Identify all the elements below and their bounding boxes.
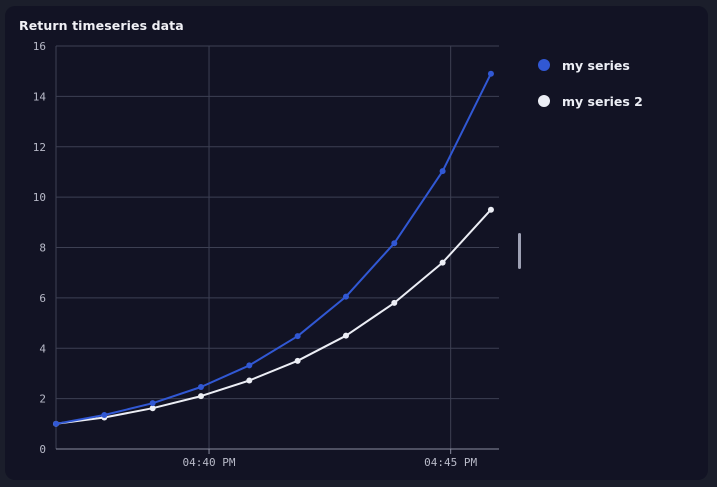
y-tick-label-12: 12 [33, 141, 46, 154]
series-1-point-6 [294, 333, 301, 340]
legend: my series my series 2 [538, 56, 698, 128]
y-tick-label-6: 6 [39, 292, 46, 305]
legend-label-my-series-2: my series 2 [562, 93, 643, 109]
series-2-point-8 [391, 299, 398, 306]
legend-item-my-series-2[interactable]: my series 2 [538, 92, 698, 110]
y-tick-label-0: 0 [39, 443, 46, 456]
legend-swatch-my-series-2 [538, 95, 550, 107]
series-1-point-2 [101, 411, 108, 418]
series-1-point-7 [342, 293, 349, 300]
y-tick-label-2: 2 [39, 393, 46, 406]
panel-title: Return timeseries data [19, 18, 184, 33]
y-tick-label-10: 10 [33, 191, 46, 204]
y-tick-label-16: 16 [33, 40, 46, 53]
series-1-point-10 [487, 70, 494, 77]
series-2-point-10 [487, 206, 494, 213]
legend-item-my-series[interactable]: my series [538, 56, 698, 74]
series-2-line [55, 208, 492, 425]
x-tick-label-0: 04:40 PM [183, 456, 236, 469]
series-1-point-9 [439, 168, 446, 175]
y-tick-label-14: 14 [33, 90, 47, 103]
legend-resize-handle[interactable] [518, 233, 521, 269]
x-tick-label-1: 04:45 PM [424, 456, 477, 469]
series-2-point-9 [439, 259, 446, 266]
series-2-point-6 [294, 357, 301, 364]
legend-swatch-my-series [538, 59, 550, 71]
y-tick-label-4: 4 [39, 342, 46, 355]
series-2-point-5 [246, 377, 253, 384]
y-tick-label-8: 8 [39, 242, 46, 255]
series-1-point-1 [53, 420, 59, 427]
chart-panel: Return timeseries data [5, 6, 708, 480]
series-1-point-8 [391, 240, 398, 247]
series-1-point-3 [149, 400, 156, 407]
series-2-point-7 [342, 332, 349, 339]
series-1-point-4 [197, 384, 204, 391]
series-2-point-4 [197, 393, 204, 400]
legend-label-my-series: my series [562, 57, 630, 73]
series-1-line [55, 72, 492, 425]
series-1-point-5 [246, 362, 253, 369]
series-2-point-3 [149, 405, 156, 412]
